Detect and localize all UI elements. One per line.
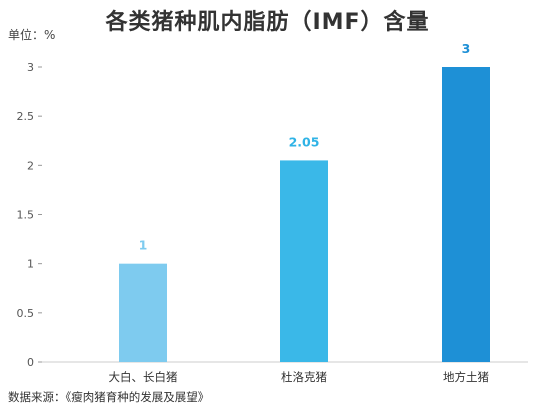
data-label: 2.05 bbox=[289, 134, 320, 149]
chart-title: 各类猪种肌内脂肪（IMF）含量 bbox=[105, 10, 430, 35]
y-tick-label: 1 bbox=[27, 258, 34, 271]
category-label: 杜洛克猪 bbox=[281, 370, 327, 384]
category-label: 地方土猪 bbox=[443, 370, 489, 384]
y-tick-label: 0 bbox=[27, 356, 34, 369]
bar bbox=[442, 67, 490, 362]
bar bbox=[119, 263, 167, 362]
y-tick-label: 2.5 bbox=[17, 110, 35, 123]
data-label: 1 bbox=[139, 238, 148, 253]
unit-label: 单位：% bbox=[8, 28, 56, 42]
data-label: 3 bbox=[462, 41, 471, 56]
y-tick-label: 3 bbox=[27, 61, 34, 74]
y-tick-label: 0.5 bbox=[17, 307, 35, 320]
bar bbox=[280, 160, 328, 362]
category-label: 大白、长白猪 bbox=[109, 370, 178, 384]
data-source-note: 数据来源：《瘦肉猪育种的发展及展望》 bbox=[8, 390, 210, 404]
y-tick-label: 1.5 bbox=[17, 209, 35, 222]
y-tick-label: 2 bbox=[27, 159, 34, 172]
